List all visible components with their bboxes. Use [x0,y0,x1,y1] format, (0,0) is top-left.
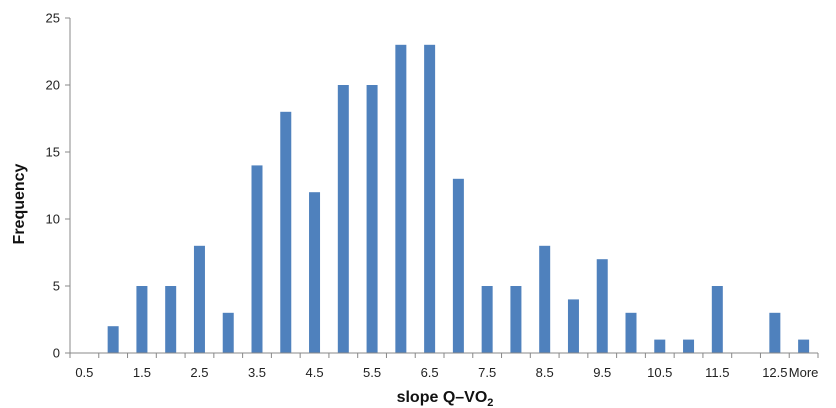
x-tick-label: 12.5 [762,365,787,380]
bar-1 [107,326,119,353]
y-tick-label: 0 [53,346,60,361]
x-tick-label: 7.5 [478,365,496,380]
y-tick-label: 25 [46,11,60,26]
bar-3 [222,312,234,353]
x-tick-label: 10.5 [647,365,672,380]
y-axis-ticks: 0 5 10 15 20 25 [46,11,70,361]
bar-1.5 [136,286,148,353]
x-tick-label: 3.5 [248,365,266,380]
bar-11.5 [711,286,723,353]
x-tick-label: More [789,365,819,380]
x-tick-label: 11.5 [705,365,729,380]
y-axis-title: Frequency [11,163,28,244]
x-axis-title: slope Q–VO2 [397,389,494,408]
bar-10.5 [654,339,666,353]
x-axis-ticks: 0.5 1.5 2.5 3.5 4.5 5.5 6.5 7.5 8.5 9.5 10.5 11.5 12… [69,353,819,380]
x-tick-label: 0.5 [75,365,93,380]
x-tick-label: 1.5 [133,365,151,380]
x-tick-label: 5.5 [363,365,381,380]
bar-8 [510,286,522,353]
x-tick-label: 9.5 [593,365,611,380]
bar-11 [683,339,695,353]
bar-10 [625,312,637,353]
bar-8.5 [539,245,551,353]
y-tick-label: 5 [53,279,60,294]
x-tick-label: 8.5 [536,365,554,380]
bar-2 [165,286,177,353]
bar-4.5 [309,192,321,353]
bar-5.5 [366,85,378,353]
bar-6.5 [424,44,436,354]
bar-7.5 [481,286,493,353]
x-axis-title-subscript: 2 [487,397,493,408]
bar-More [798,339,810,353]
bar-4 [280,111,292,353]
bar-12.5 [769,312,781,353]
x-tick-label: 2.5 [190,365,208,380]
x-tick-label: 6.5 [421,365,439,380]
bar-3.5 [251,165,263,353]
bar-6 [395,44,407,354]
y-tick-label: 20 [46,78,60,93]
bars-group [107,44,810,354]
bar-5 [337,85,349,353]
y-tick-label: 10 [46,212,60,227]
y-tick-label: 15 [46,145,60,160]
bar-7 [452,178,464,353]
bar-2.5 [193,245,205,353]
x-axis-title-text: slope Q–VO [397,389,488,406]
x-tick-label: 4.5 [306,365,324,380]
bar-9 [567,299,579,353]
bar-9.5 [596,259,608,353]
